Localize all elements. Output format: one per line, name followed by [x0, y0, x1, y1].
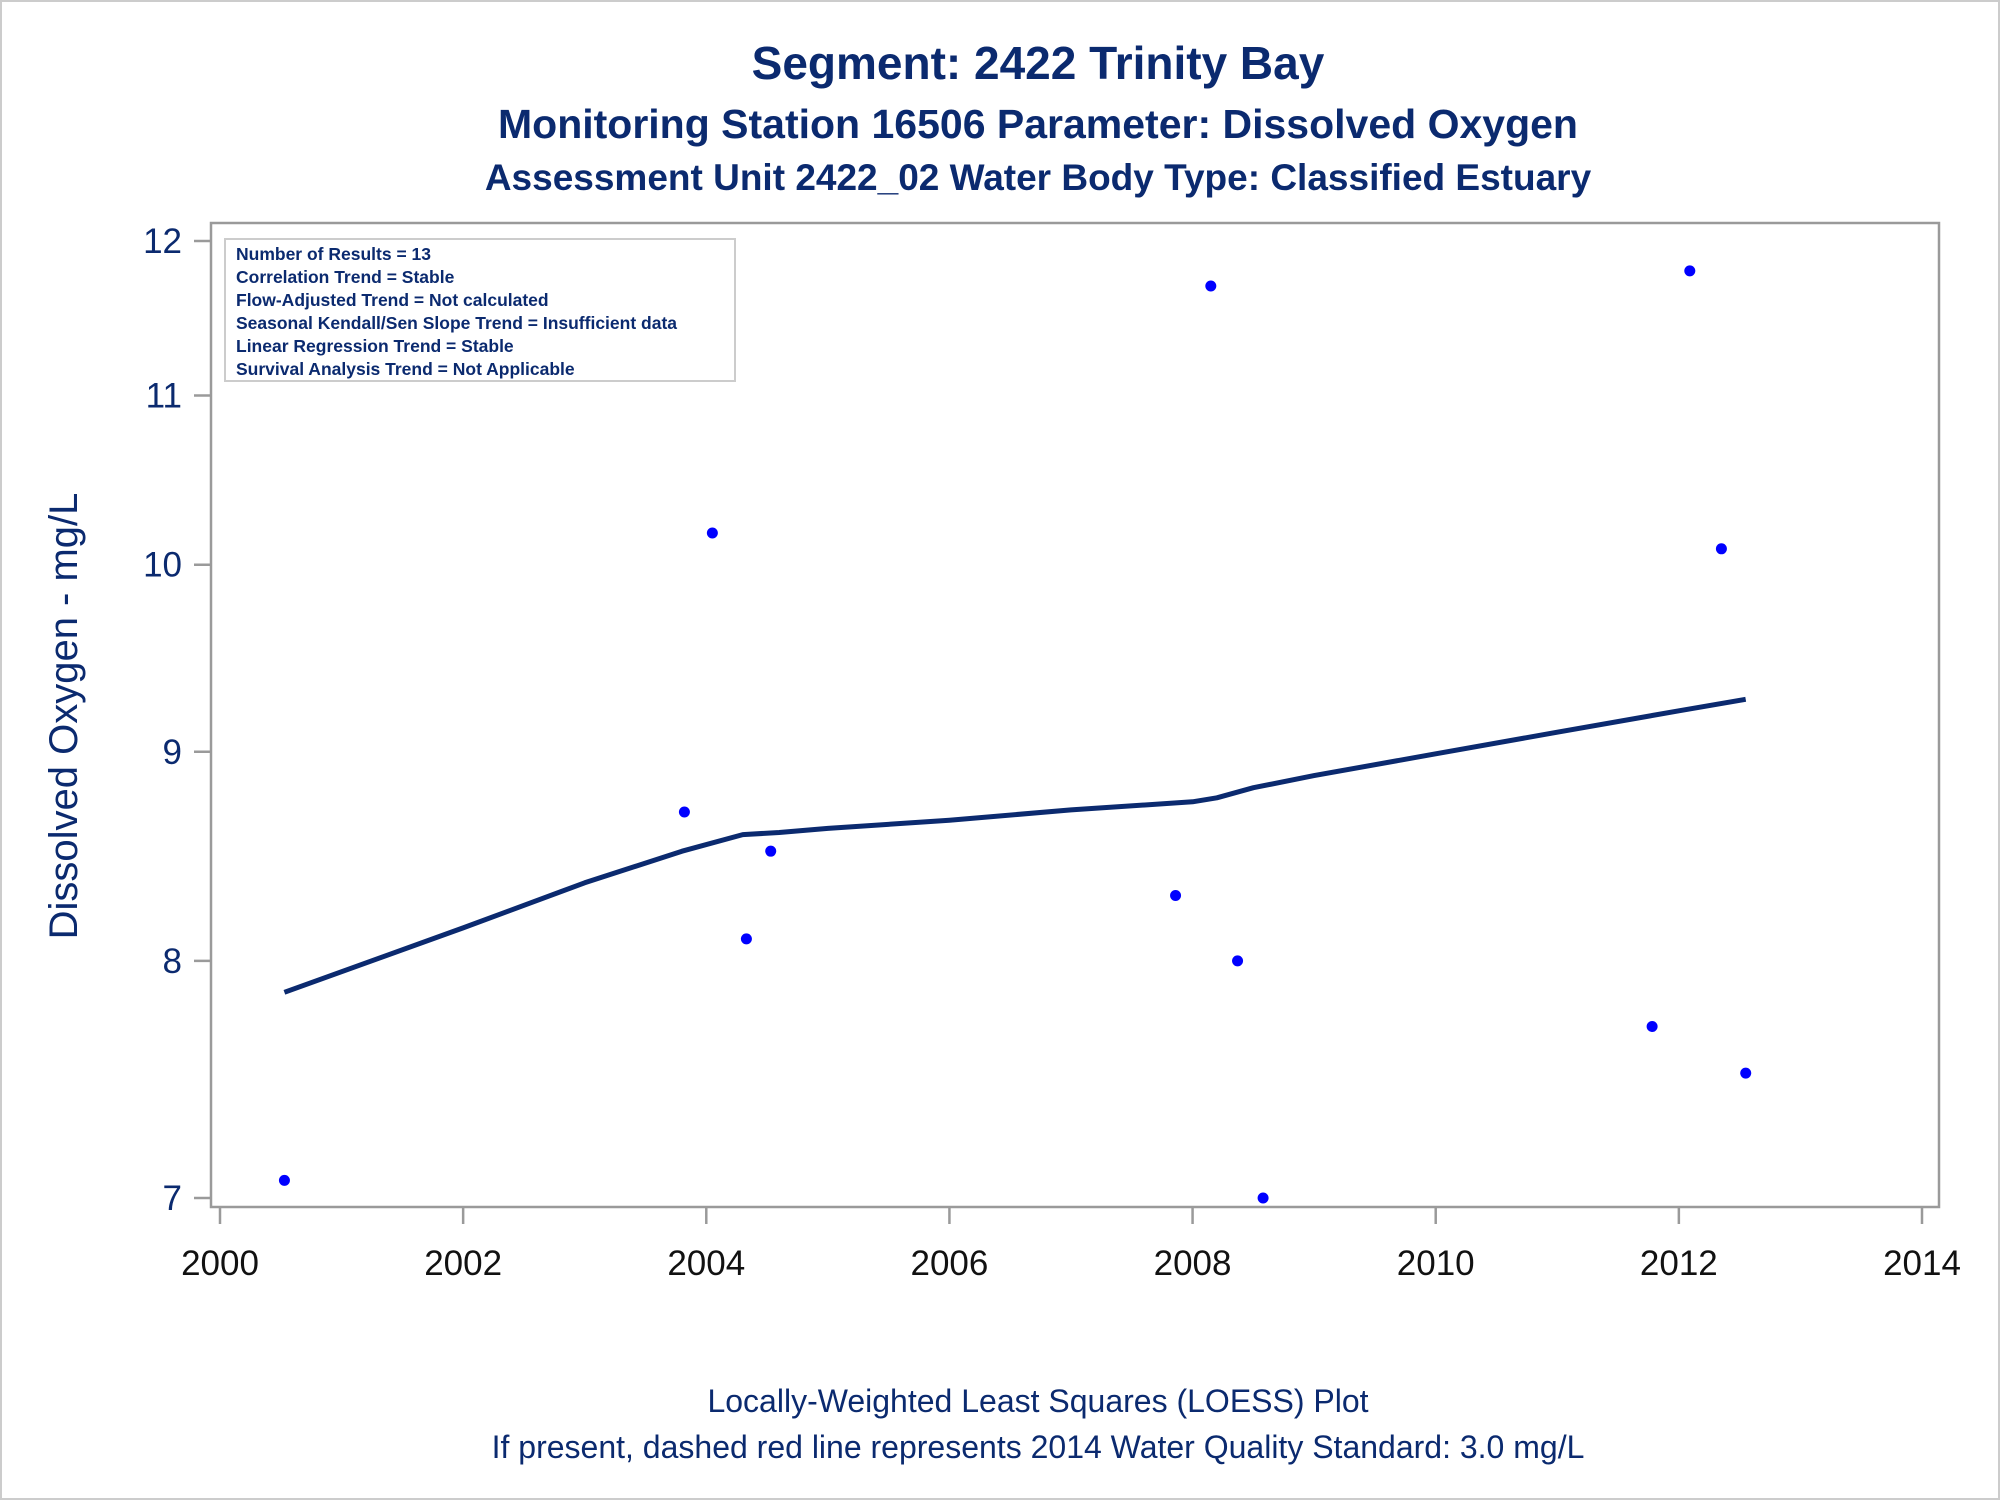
data-point: [740, 933, 752, 945]
y-tick-label: 8: [163, 942, 182, 981]
loess-layer: [283, 696, 1747, 995]
stats-line: Survival Analysis Trend = Not Applicable: [236, 359, 575, 379]
data-point: [1205, 280, 1217, 292]
y-tick-label: 7: [163, 1179, 182, 1218]
x-tick-label: 2014: [1883, 1244, 1961, 1283]
data-point: [1232, 955, 1244, 967]
data-point: [1740, 1067, 1752, 1079]
y-tick-label: 11: [146, 376, 182, 415]
plot-frame: [209, 221, 1941, 1209]
stats-lines: Number of Results = 13 Correlation Trend …: [236, 244, 677, 379]
x-tick-label: 2002: [424, 1244, 502, 1283]
stats-line: Flow-Adjusted Trend = Not calculated: [236, 290, 549, 310]
x-tick-label: 2004: [667, 1244, 745, 1283]
data-point: [706, 527, 718, 539]
stats-line: Linear Regression Trend = Stable: [236, 336, 514, 356]
data-point: [1684, 265, 1696, 277]
stats-box-frame: [224, 238, 736, 382]
x-tick-label: 2012: [1640, 1244, 1718, 1283]
data-point: [278, 1174, 290, 1186]
footnote-1: Locally-Weighted Least Squares (LOESS) P…: [707, 1383, 1368, 1419]
x-axis: 2000 2002 2004 2006 2008 2010 2012 2014: [181, 1207, 1961, 1283]
data-point: [1646, 1020, 1658, 1032]
y-tick-label: 10: [143, 546, 182, 585]
chart-subtitle-2: Assessment Unit 2422_02 Water Body Type:…: [485, 157, 1592, 198]
data-point: [1170, 890, 1182, 902]
footnote-2: If present, dashed red line represents 2…: [492, 1429, 1585, 1465]
y-axis: 7 8 9 10 11 12: [143, 222, 211, 1218]
y-tick-label: 9: [163, 733, 182, 772]
stats-line: Seasonal Kendall/Sen Slope Trend = Insuf…: [236, 313, 677, 333]
x-tick-label: 2000: [181, 1244, 259, 1283]
x-tick-label: 2010: [1397, 1244, 1475, 1283]
y-axis-label: Dissolved Oxygen - mg/L: [42, 493, 86, 940]
x-tick-label: 2006: [910, 1244, 988, 1283]
points-layer: [278, 265, 1752, 1204]
y-tick-label: 12: [143, 222, 182, 261]
data-point: [765, 845, 777, 857]
chart-title: Segment: 2422 Trinity Bay: [752, 37, 1325, 89]
data-point: [1257, 1192, 1269, 1204]
data-point: [1715, 543, 1727, 555]
stats-line: Correlation Trend = Stable: [236, 267, 455, 287]
loess-line: [283, 696, 1747, 995]
x-tick-label: 2008: [1154, 1244, 1232, 1283]
chart-subtitle: Monitoring Station 16506 Parameter: Diss…: [498, 101, 1578, 147]
stats-line: Number of Results = 13: [236, 244, 431, 264]
stats-box: Number of Results = 13 Correlation Trend …: [224, 238, 736, 382]
data-point: [678, 806, 690, 818]
